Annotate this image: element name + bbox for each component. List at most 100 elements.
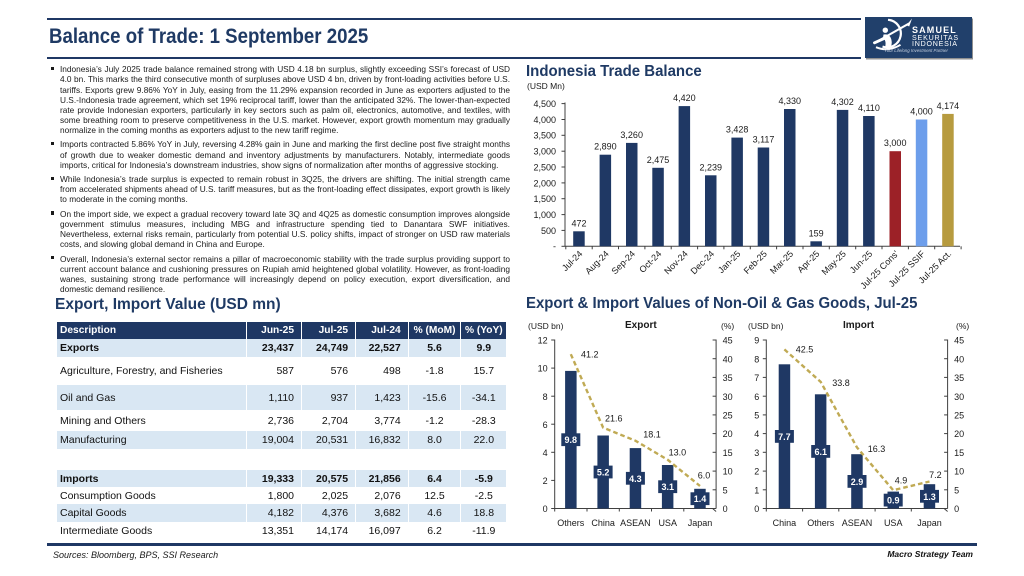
svg-text:3,260: 3,260: [620, 130, 643, 140]
svg-text:8: 8: [754, 354, 759, 364]
svg-text:USA: USA: [658, 518, 677, 528]
svg-text:9: 9: [754, 336, 759, 346]
svg-text:4,174: 4,174: [937, 101, 960, 111]
svg-text:5: 5: [754, 411, 759, 421]
svg-text:Sep-24: Sep-24: [610, 249, 638, 277]
svg-text:42.5: 42.5: [796, 345, 814, 355]
svg-text:Nov-24: Nov-24: [662, 249, 690, 277]
svg-text:3,117: 3,117: [753, 135, 775, 145]
svg-text:Apr-25: Apr-25: [795, 249, 821, 275]
svg-text:0: 0: [754, 504, 759, 514]
svg-text:Feb-25: Feb-25: [742, 249, 769, 276]
svg-text:3,000: 3,000: [533, 147, 556, 157]
svg-text:4,110: 4,110: [858, 103, 880, 113]
svg-text:45: 45: [954, 336, 964, 346]
svg-text:0: 0: [723, 504, 728, 514]
svg-text:2,000: 2,000: [533, 178, 556, 188]
svg-text:10: 10: [723, 467, 733, 477]
svg-text:4,000: 4,000: [910, 107, 933, 117]
svg-text:25: 25: [723, 411, 733, 421]
svg-text:2: 2: [754, 467, 759, 477]
svg-text:12: 12: [538, 336, 548, 346]
svg-text:30: 30: [954, 392, 964, 402]
svg-text:4: 4: [754, 429, 759, 439]
svg-text:13.0: 13.0: [669, 448, 687, 458]
svg-text:21.6: 21.6: [605, 414, 623, 424]
svg-text:Aug-24: Aug-24: [583, 249, 611, 277]
svg-text:15: 15: [723, 448, 733, 458]
svg-text:2,500: 2,500: [533, 162, 556, 172]
svg-text:4.3: 4.3: [629, 474, 642, 484]
svg-text:30: 30: [723, 392, 733, 402]
svg-text:ASEAN: ASEAN: [620, 518, 651, 528]
svg-text:4,302: 4,302: [831, 97, 854, 107]
svg-text:Mar-25: Mar-25: [768, 249, 795, 276]
svg-text:20: 20: [954, 429, 964, 439]
svg-text:4,330: 4,330: [779, 96, 802, 106]
svg-text:1: 1: [754, 485, 759, 495]
svg-text:4,500: 4,500: [533, 99, 556, 109]
svg-text:40: 40: [954, 354, 964, 364]
svg-text:25: 25: [954, 411, 964, 421]
svg-text:5: 5: [723, 485, 728, 495]
svg-text:7.2: 7.2: [929, 470, 942, 480]
svg-text:China: China: [591, 518, 615, 528]
svg-text:2,239: 2,239: [700, 162, 723, 172]
svg-text:45: 45: [723, 336, 733, 346]
svg-text:159: 159: [809, 228, 824, 238]
svg-text:1.3: 1.3: [923, 492, 936, 502]
svg-text:6: 6: [543, 420, 548, 430]
svg-text:6: 6: [754, 392, 759, 402]
svg-text:20: 20: [723, 429, 733, 439]
svg-text:7: 7: [754, 373, 759, 383]
svg-text:China: China: [773, 518, 797, 528]
svg-text:8: 8: [543, 392, 548, 402]
svg-text:35: 35: [954, 373, 964, 383]
svg-text:Jan-25: Jan-25: [716, 249, 743, 276]
svg-text:3,428: 3,428: [726, 125, 749, 135]
svg-text:41.2: 41.2: [581, 350, 599, 360]
svg-text:2.9: 2.9: [851, 477, 864, 487]
svg-text:0: 0: [543, 504, 548, 514]
svg-text:15: 15: [954, 448, 964, 458]
svg-text:2: 2: [543, 476, 548, 486]
svg-text:35: 35: [723, 373, 733, 383]
svg-text:10: 10: [538, 364, 548, 374]
svg-text:Others: Others: [557, 518, 585, 528]
svg-text:Japan: Japan: [917, 518, 942, 528]
svg-text:5: 5: [954, 485, 959, 495]
svg-text:Others: Others: [807, 518, 835, 528]
svg-text:500: 500: [541, 226, 556, 236]
svg-text:0: 0: [954, 504, 959, 514]
svg-text:May-25: May-25: [820, 249, 848, 277]
svg-text:7.7: 7.7: [778, 432, 791, 442]
svg-text:5.2: 5.2: [597, 468, 610, 478]
svg-text:USA: USA: [884, 518, 903, 528]
svg-text:4: 4: [543, 448, 548, 458]
svg-text:6.0: 6.0: [698, 471, 711, 481]
svg-text:ASEAN: ASEAN: [842, 518, 873, 528]
svg-text:1,500: 1,500: [533, 194, 556, 204]
svg-text:4.9: 4.9: [895, 476, 908, 486]
svg-text:1,000: 1,000: [533, 210, 556, 220]
svg-text:2,890: 2,890: [594, 142, 617, 152]
svg-text:1.4: 1.4: [694, 494, 707, 504]
svg-text:16.3: 16.3: [868, 444, 886, 454]
svg-text:33.8: 33.8: [832, 378, 850, 388]
svg-text:40: 40: [723, 354, 733, 364]
svg-text:3.1: 3.1: [661, 482, 674, 492]
svg-text:10: 10: [954, 467, 964, 477]
svg-text:3,000: 3,000: [884, 138, 907, 148]
svg-text:Jul-24: Jul-24: [560, 249, 584, 273]
svg-text:4,000: 4,000: [533, 115, 556, 125]
svg-text:3,500: 3,500: [533, 131, 556, 141]
svg-text:9.8: 9.8: [565, 435, 578, 445]
svg-text:Japan: Japan: [688, 518, 713, 528]
svg-text:3: 3: [754, 448, 759, 458]
svg-text:472: 472: [571, 218, 586, 228]
svg-text:2,475: 2,475: [647, 155, 670, 165]
svg-text:Oct-24: Oct-24: [637, 249, 663, 275]
svg-text:6.1: 6.1: [814, 447, 827, 457]
svg-text:-: -: [553, 242, 556, 252]
svg-text:4,420: 4,420: [673, 93, 696, 103]
